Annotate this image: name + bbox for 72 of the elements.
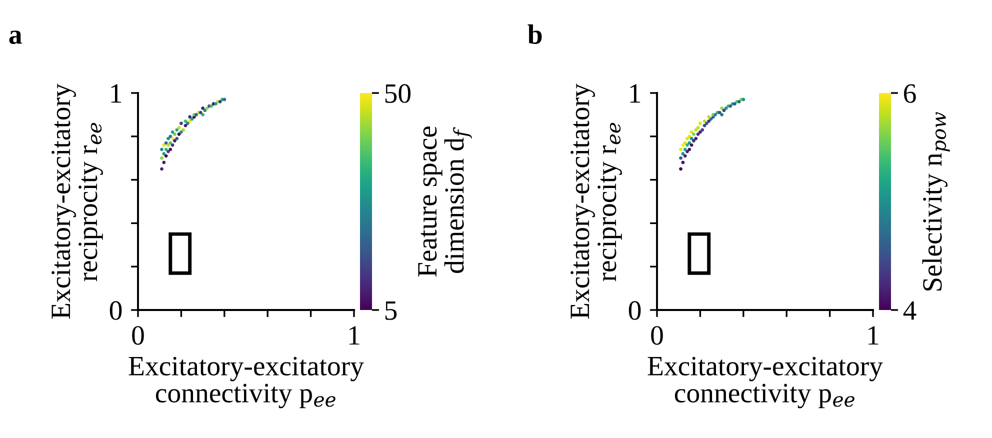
color-bar-title: Selectivity n$_{pow}$	[922, 112, 950, 290]
point	[698, 130, 702, 134]
point	[694, 128, 698, 132]
point	[180, 122, 183, 126]
point	[175, 136, 179, 140]
point	[679, 156, 682, 160]
point	[686, 143, 689, 147]
point	[688, 148, 692, 152]
point	[222, 98, 226, 102]
color-bar-label: 5	[385, 301, 397, 320]
point	[702, 120, 706, 123]
x-axis-title: Excitatory-excitatory connectivity p$_{ee}$	[648, 356, 883, 408]
point	[683, 154, 687, 158]
point	[714, 113, 718, 116]
y-axis-title: Excitatory-excitatory reciprocity r$_{ee}$	[52, 84, 103, 319]
point	[182, 128, 186, 132]
chart-title: a	[9, 30, 22, 44]
point	[180, 130, 183, 134]
point	[692, 132, 696, 136]
color-bar-title: Feature space dimension d$_{f}$	[418, 126, 472, 277]
point	[692, 139, 696, 142]
point	[720, 106, 724, 110]
point	[166, 136, 170, 140]
point	[681, 152, 685, 156]
x-tick-label: 1	[350, 326, 360, 345]
point	[203, 108, 207, 112]
point	[696, 132, 700, 136]
point	[679, 148, 682, 152]
point	[214, 102, 218, 106]
point	[194, 113, 198, 116]
color-bar-label: 6	[904, 84, 916, 103]
point	[686, 136, 689, 140]
y-axis-title: Excitatory-excitatory reciprocity r$_{ee}$	[570, 84, 622, 319]
color-bar-label: 50	[385, 84, 411, 103]
point	[686, 150, 689, 154]
point	[201, 106, 204, 110]
chart-title: b	[528, 24, 542, 44]
point	[720, 113, 724, 116]
point	[168, 148, 172, 152]
color-bar-label: 4	[903, 301, 916, 320]
point	[742, 98, 746, 102]
point	[696, 126, 700, 130]
point	[160, 148, 164, 152]
point	[184, 120, 188, 123]
point	[162, 160, 166, 164]
point	[175, 128, 179, 132]
point	[160, 167, 164, 171]
point	[164, 154, 168, 158]
x-axis-title: Excitatory-excitatory connectivity p$_{ee}$	[128, 356, 364, 408]
point	[160, 156, 164, 160]
point	[173, 139, 176, 142]
point	[162, 152, 166, 156]
point	[722, 108, 726, 112]
x-tick-label: 0	[651, 326, 663, 345]
point	[177, 132, 181, 136]
point	[166, 150, 170, 154]
point	[177, 126, 181, 130]
point	[733, 102, 736, 106]
x-tick-label: 1	[868, 326, 878, 345]
point	[700, 128, 704, 132]
point	[188, 120, 192, 123]
point	[679, 167, 682, 171]
point	[201, 113, 204, 116]
point	[681, 160, 685, 164]
point	[707, 120, 711, 123]
x-tick-label: 0	[132, 326, 144, 345]
point	[694, 136, 698, 140]
point	[166, 143, 170, 147]
point	[173, 132, 176, 136]
point	[724, 106, 728, 110]
point	[205, 106, 209, 110]
point	[698, 122, 702, 126]
